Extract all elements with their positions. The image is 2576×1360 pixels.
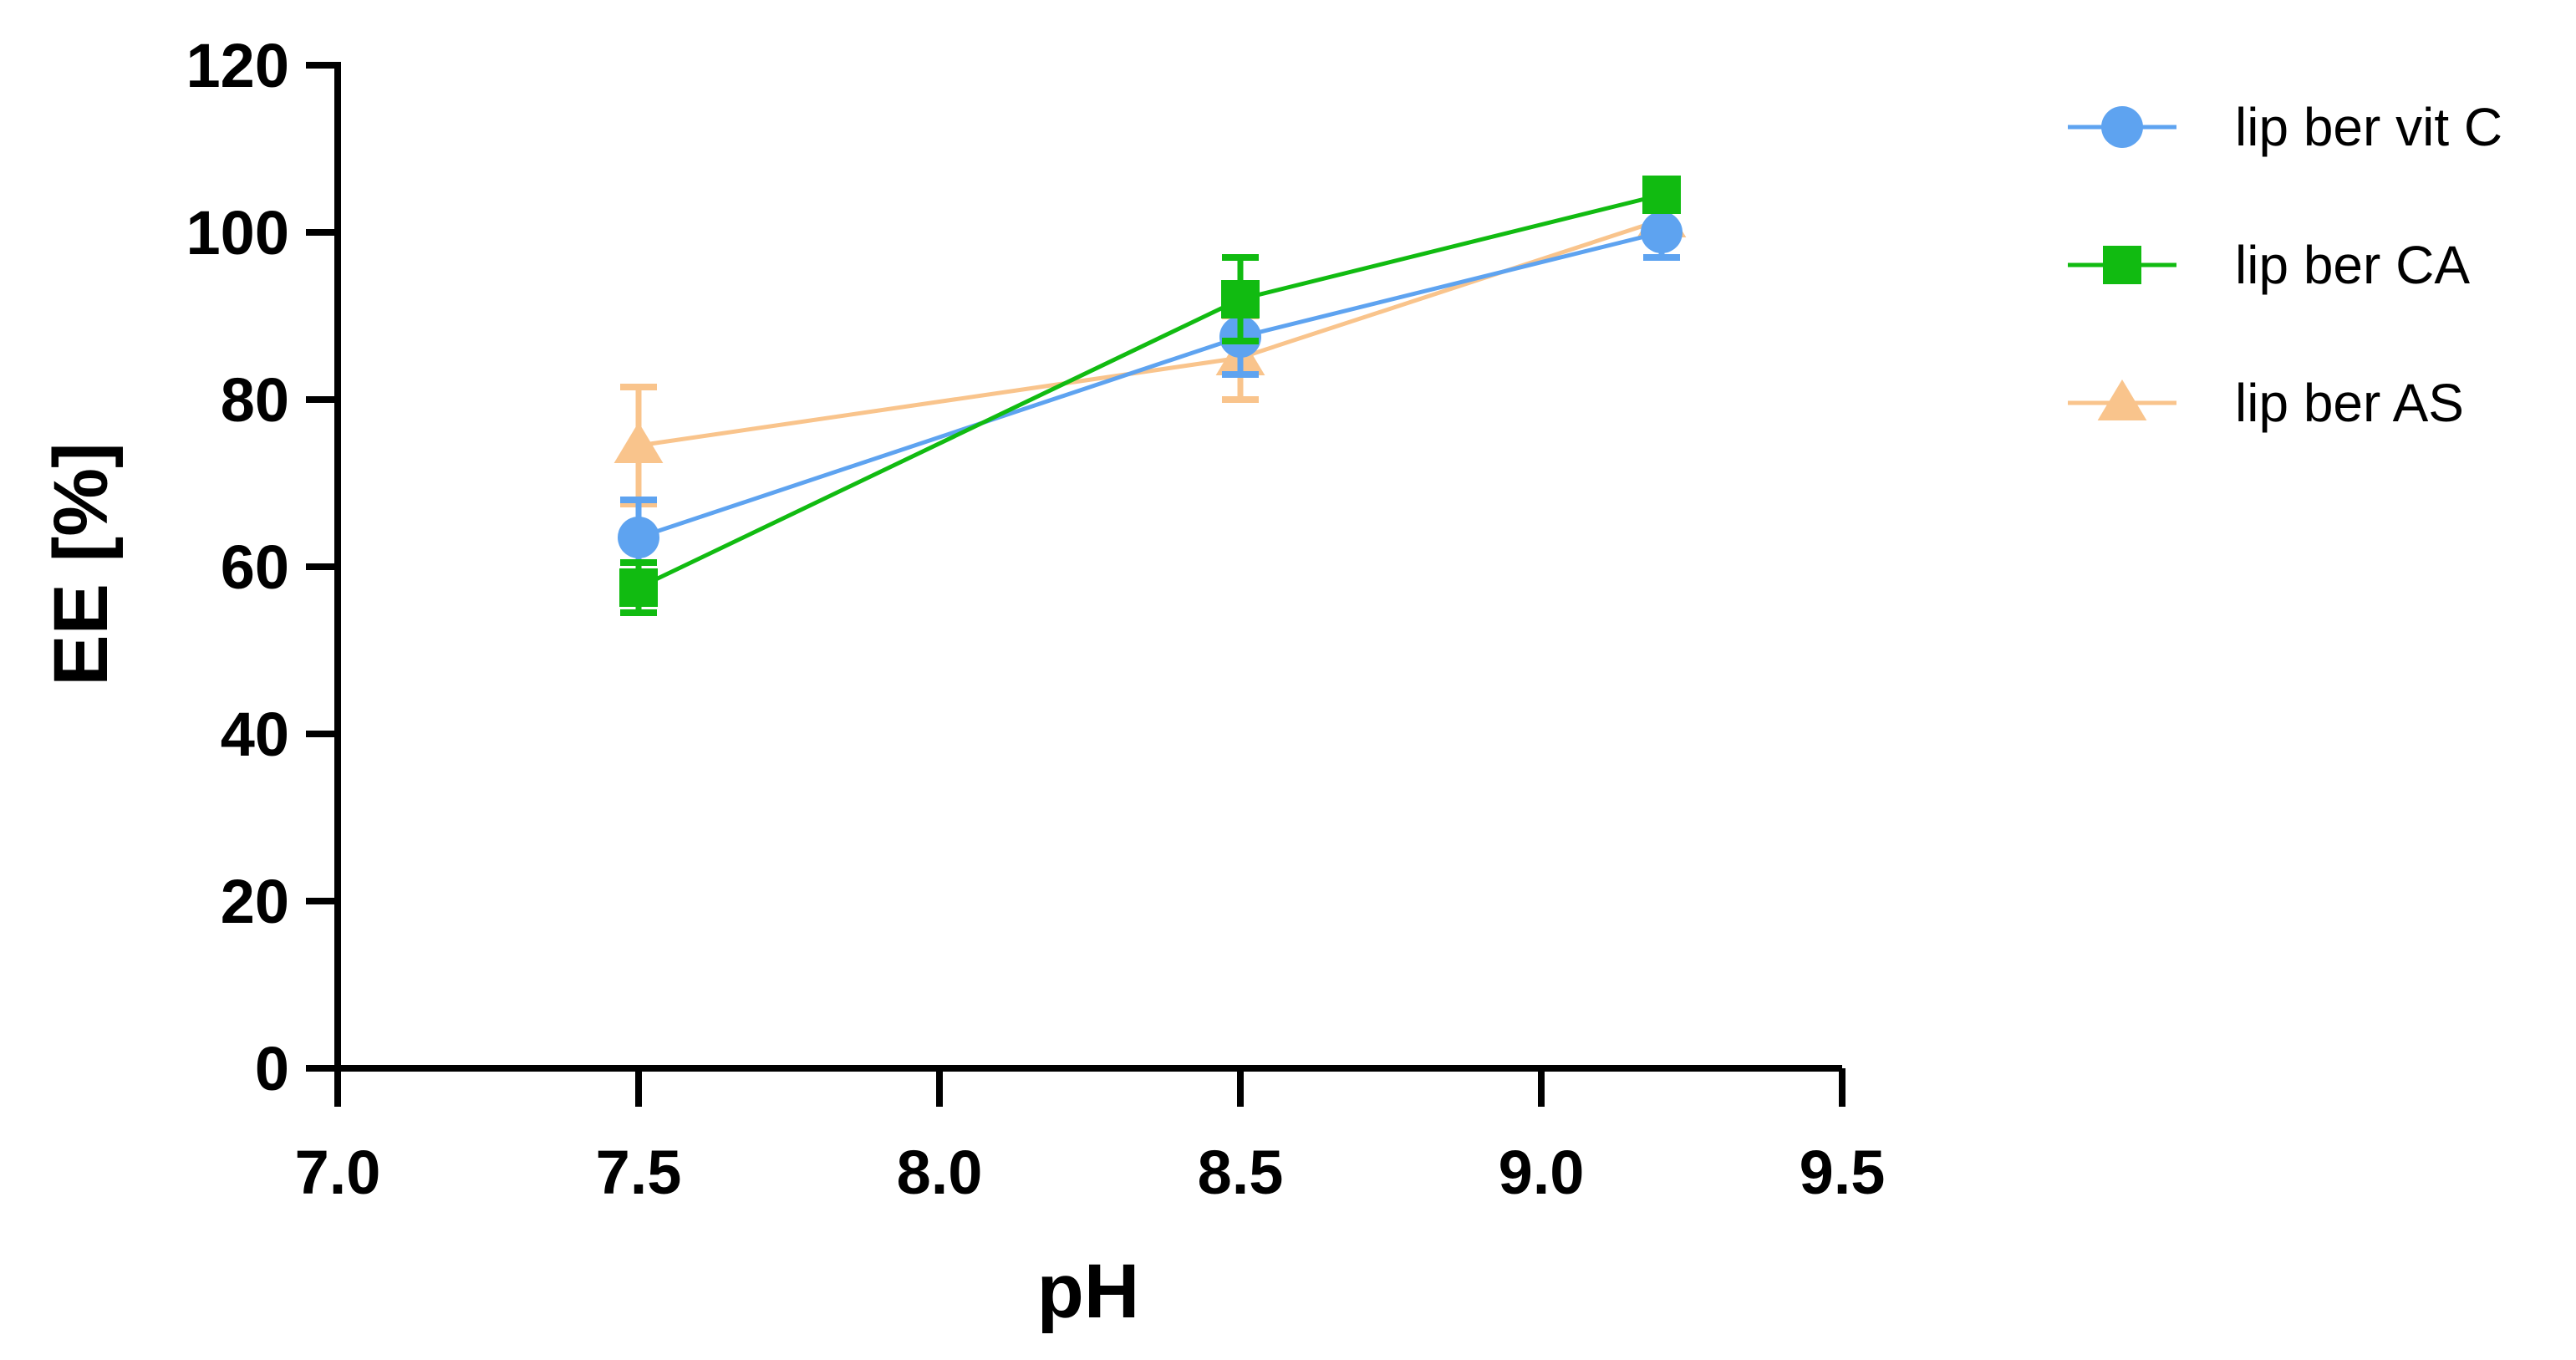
- y-tick-label: 100: [186, 198, 289, 267]
- x-tick-label: 9.5: [1800, 1138, 1886, 1207]
- x-axis-title: pH: [1037, 1249, 1140, 1334]
- series-layer: [613, 176, 1687, 616]
- x-tick-label: 7.0: [295, 1138, 381, 1207]
- data-point: [1642, 176, 1681, 214]
- legend-item: lip ber CA: [2068, 235, 2470, 295]
- series-line: [638, 230, 1662, 540]
- legend-label: lip ber vit C: [2235, 97, 2502, 157]
- x-tick-label: 8.5: [1198, 1138, 1284, 1207]
- x-tick-label: 9.0: [1499, 1138, 1585, 1207]
- x-tick-label: 8.0: [897, 1138, 983, 1207]
- legend-item: lip ber vit C: [2068, 97, 2502, 157]
- y-tick-label: 0: [255, 1034, 289, 1103]
- y-tick-label: 40: [221, 700, 289, 769]
- series-line: [638, 217, 1662, 448]
- legend: lip ber vit C lip ber CA lip ber AS: [2068, 97, 2502, 433]
- data-point: [1641, 211, 1683, 253]
- legend-marker: [2103, 246, 2141, 284]
- legend-marker: [2101, 106, 2143, 148]
- legend-item: lip ber AS: [2068, 373, 2464, 433]
- data-point: [613, 422, 664, 463]
- legend-label: lip ber CA: [2235, 235, 2470, 295]
- series-line: [637, 192, 1662, 590]
- y-tick-label: 20: [221, 867, 289, 936]
- axes-layer: [334, 62, 1842, 1072]
- y-tick-label: 60: [221, 532, 289, 602]
- y-tick-label: 80: [221, 365, 289, 435]
- series-lip-ber-CA: [619, 176, 1681, 616]
- x-tick-label: 7.5: [596, 1138, 682, 1207]
- data-point: [618, 517, 659, 558]
- legend-marker: [2097, 379, 2147, 420]
- data-point: [619, 568, 658, 607]
- ticks-layer: 0 20 40 60 80 100 120 7.0 7.5 8.0 8.5 9.0 9.5: [186, 31, 1886, 1207]
- series-lip-ber-AS: [613, 196, 1687, 507]
- y-tick-label: 120: [186, 31, 289, 100]
- legend-label: lip ber AS: [2235, 373, 2464, 433]
- y-axis-title: EE [%]: [38, 442, 124, 685]
- data-point: [1221, 280, 1260, 318]
